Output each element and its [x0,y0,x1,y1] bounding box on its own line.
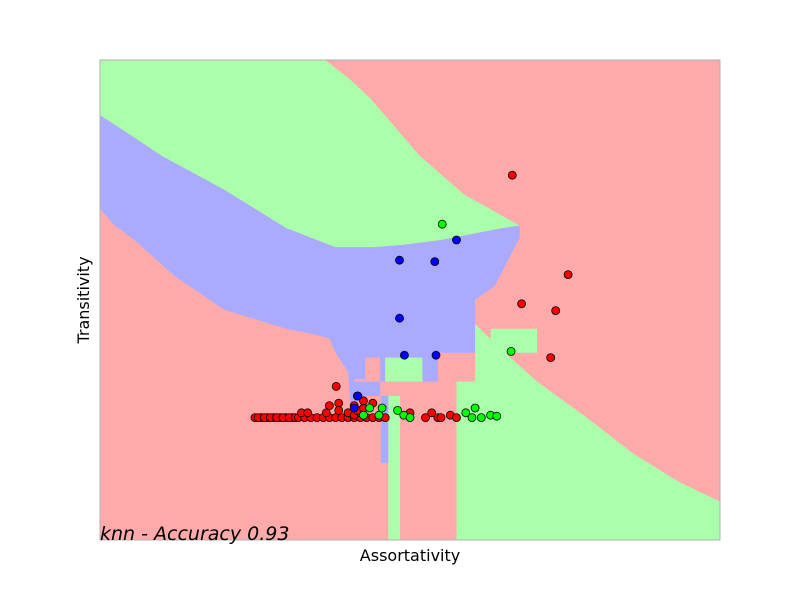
point-red-56 [546,353,556,363]
point-blue-0 [395,255,404,265]
point-green-12 [359,410,368,420]
region-green-2 [456,300,720,540]
data-points [250,170,573,423]
decision-regions [100,60,720,540]
point-red-30 [303,408,313,418]
region-blue-1 [100,115,520,413]
point-blue-7 [353,391,363,401]
point-green-1 [374,410,384,420]
y-axis-label: Transitivity [74,256,93,344]
point-red-43 [331,381,341,391]
region-green-3 [388,396,401,540]
point-green-5 [405,413,415,423]
point-green-8 [470,403,480,413]
x-axis-label: Assortativity [360,546,460,565]
point-red-54 [517,299,526,309]
point-green-2 [377,403,387,413]
axes-frame [99,59,721,541]
point-blue-5 [431,350,441,360]
point-blue-4 [399,350,409,360]
point-red-37 [324,401,334,411]
plot-area [100,60,720,540]
point-red-52 [507,170,517,180]
point-red-53 [563,270,573,280]
point-blue-1 [430,257,440,267]
region-green-0 [100,60,520,248]
region-green-4 [385,357,423,382]
point-green-6 [461,408,471,418]
point-green-13 [365,403,375,413]
region-blue-5 [380,396,389,464]
point-green-3 [393,405,403,415]
point-red-49 [436,413,446,423]
point-red-47 [427,408,437,418]
point-red-55 [551,306,561,316]
point-blue-3 [395,313,404,323]
accuracy-annotation: knn - Accuracy 0.93 [100,523,289,545]
point-red-44 [334,405,344,415]
point-green-14 [506,346,516,356]
point-green-0 [437,219,447,229]
point-red-51 [452,413,461,423]
point-red-31 [321,408,331,418]
point-green-7 [467,413,477,423]
point-red-40 [359,396,368,406]
point-green-9 [476,413,486,423]
point-green-11 [492,411,502,421]
point-red-46 [421,413,430,423]
point-blue-6 [349,403,359,413]
point-blue-2 [452,235,461,245]
